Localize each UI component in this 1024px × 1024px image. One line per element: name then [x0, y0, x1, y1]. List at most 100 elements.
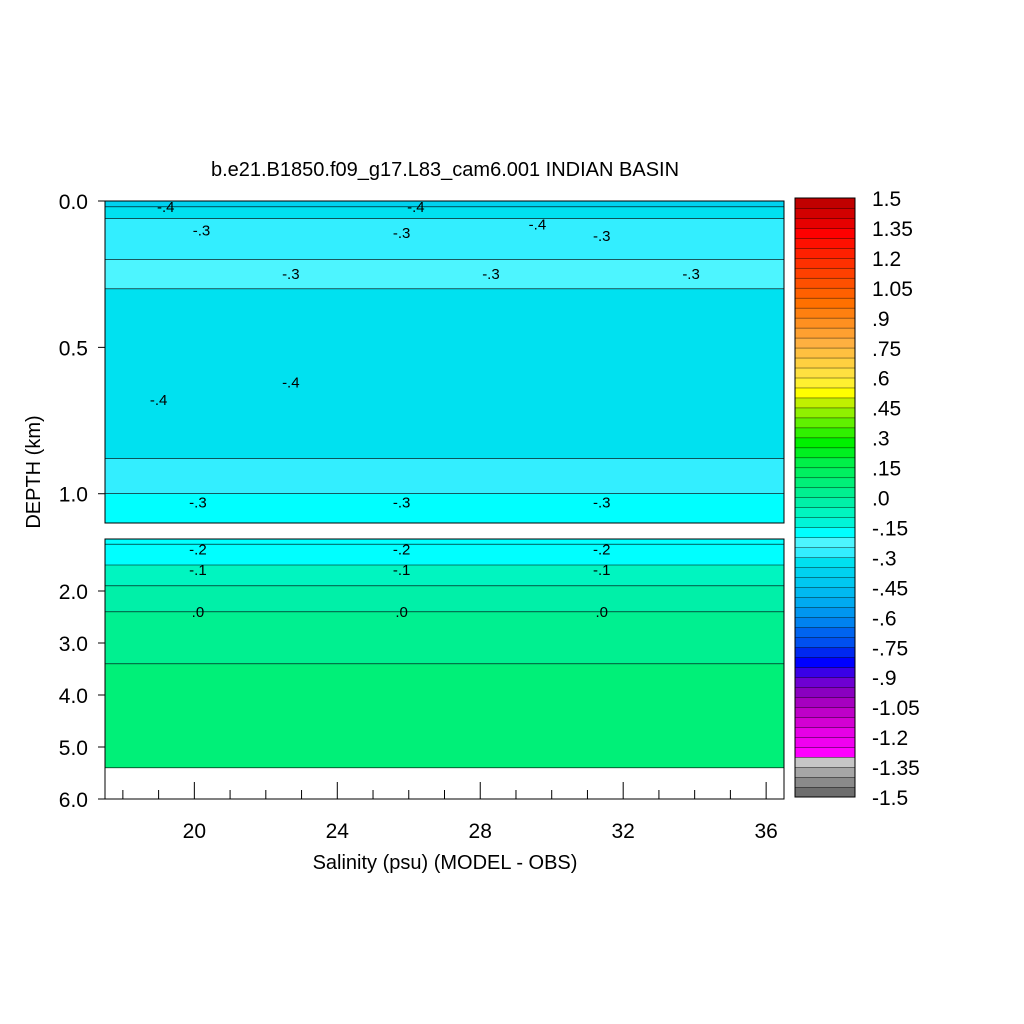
colorbar-bin: [794, 407, 856, 419]
field-band: [105, 259, 784, 289]
colorbar-bin: [794, 367, 856, 379]
contour-label: -.4: [529, 216, 547, 233]
colorbar-label: 1.35: [872, 218, 913, 241]
field-band: [105, 663, 784, 768]
colorbar-bin: [794, 766, 856, 778]
colorbar-frame: [794, 197, 856, 798]
colorbar-label: -1.5: [872, 787, 908, 810]
colorbar-label: .45: [872, 398, 901, 421]
colorbar-label: .75: [872, 338, 901, 361]
colorbar-bin: [794, 547, 856, 558]
field-band: [105, 288, 784, 459]
colorbar-label: 1.2: [872, 248, 901, 271]
colorbar-label: .15: [872, 458, 901, 481]
contour-label: -.3: [593, 495, 611, 512]
contour-label: .0: [395, 604, 408, 621]
colorbar-bin: [794, 627, 856, 638]
field-band: [105, 218, 784, 260]
y-tick-label: 4.0: [59, 685, 88, 708]
y-tick-label: 3.0: [59, 633, 88, 656]
colorbar-bin: [794, 647, 856, 658]
colorbar-bin: [794, 277, 856, 289]
colorbar-bin: [794, 537, 856, 548]
colorbar-bin: [794, 507, 856, 518]
colorbar-bin: [794, 557, 856, 568]
x-tick-label: 32: [612, 820, 635, 843]
field-band: [105, 585, 784, 612]
colorbar-bin: [794, 736, 856, 748]
colorbar-bin: [794, 307, 856, 319]
colorbar-bin: [794, 497, 856, 508]
colorbar-bin: [794, 467, 856, 479]
colorbar-bin: [794, 257, 856, 269]
contour-label: -.1: [189, 562, 207, 579]
colorbar-label: -.75: [872, 637, 908, 660]
colorbar-bin: [794, 637, 856, 648]
colorbar-bin: [794, 477, 856, 489]
contour-label: -.3: [482, 266, 500, 283]
contour-label: -.1: [393, 562, 411, 579]
contour-label: -.2: [593, 541, 611, 558]
colorbar-bin: [794, 447, 856, 459]
field-band: [105, 206, 784, 219]
colorbar-bin: [794, 587, 856, 598]
colorbar-label: -.6: [872, 607, 897, 630]
field-band: [105, 611, 784, 664]
colorbar-bin: [794, 417, 856, 429]
lower-panel: -.2 -.2 -.2 -.1 -.1 -.1 .0 .0 .0 2.0 3.0 4.0 5.0 6.0: [59, 538, 785, 812]
colorbar-bin: [794, 397, 856, 409]
colorbar-bin: [794, 716, 856, 728]
colorbar-bin: [794, 577, 856, 588]
y-tick-label: 2.0: [59, 581, 88, 604]
colorbar-bin: [794, 617, 856, 628]
field-band: [105, 539, 784, 565]
colorbar-label: 1.5: [872, 188, 901, 211]
x-axis: 20 24 28 32 36: [122, 782, 778, 843]
colorbar-bin: [794, 597, 856, 608]
chart-title: b.e21.B1850.f09_g17.L83_cam6.001 INDIAN …: [211, 159, 679, 181]
contour-label: -.3: [282, 266, 300, 283]
upper-panel: -.4 -.4 -.4 -.3 -.3 -.3 -.3 -.3 -.3 -.4 -.4 -.3 -.3 -…: [59, 191, 785, 524]
colorbar-bin: [794, 517, 856, 528]
colorbar-label: 1.05: [872, 278, 913, 301]
colorbar-bin: [794, 776, 856, 788]
x-tick-label: 36: [754, 820, 777, 843]
colorbar-bin: [794, 756, 856, 768]
colorbar-label: -.3: [872, 547, 897, 570]
colorbar-bin: [794, 527, 856, 538]
colorbar-bin: [794, 287, 856, 299]
colorbar-label: .6: [872, 368, 890, 391]
colorbar-bin: [794, 327, 856, 339]
colorbar-bin: [794, 427, 856, 439]
colorbar-bin: [794, 217, 856, 229]
contour-label: -.3: [193, 222, 211, 239]
colorbar-bin: [794, 337, 856, 349]
colorbar-bin: [794, 607, 856, 618]
colorbar-bin: [794, 347, 856, 359]
colorbar-label: -.15: [872, 517, 908, 540]
panel-frame: [104, 200, 785, 524]
y-tick-label: 1.0: [59, 484, 88, 507]
contour-label: -.3: [393, 495, 411, 512]
colorbar-bin: [794, 247, 856, 259]
x-tick-label: 24: [326, 820, 350, 843]
colorbar-bin: [794, 487, 856, 498]
contour-label: -.3: [393, 225, 411, 242]
colorbar-bin: [794, 567, 856, 578]
field-band: [105, 201, 784, 207]
colorbar-bin: [794, 696, 856, 708]
y-tick-label: 0.0: [59, 191, 88, 214]
contour-label: -.1: [593, 562, 611, 579]
colorbar-bin: [794, 657, 856, 668]
colorbar-bin: [794, 297, 856, 309]
colorbar-bin: [794, 457, 856, 469]
contour-label: -.4: [150, 392, 168, 409]
colorbar-bin: [794, 267, 856, 279]
colorbar-bin: [794, 677, 856, 688]
contour-label: -.4: [407, 199, 425, 216]
field-band: [105, 493, 784, 523]
colorbar-bin: [794, 706, 856, 718]
colorbar-label: .9: [872, 308, 890, 331]
contour-label: -.3: [682, 266, 700, 283]
